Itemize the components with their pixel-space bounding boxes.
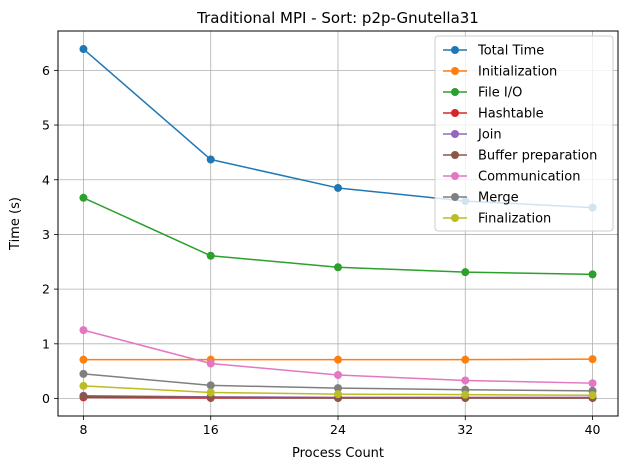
data-point — [79, 381, 88, 390]
data-point — [334, 384, 342, 393]
legend-item: Join — [443, 128, 502, 143]
x-tick-label: 8 — [79, 422, 87, 437]
legend-marker — [451, 214, 459, 222]
data-point — [334, 183, 342, 192]
legend: Total Time Initialization File I/O Hashtabl… — [434, 35, 614, 232]
legend-item: Total Time — [443, 44, 544, 59]
legend-box — [434, 35, 614, 232]
x-tick-label: 16 — [203, 422, 219, 437]
data-point — [334, 390, 342, 399]
data-point — [461, 376, 470, 385]
legend-marker — [451, 193, 459, 201]
y-tick-label: 1 — [42, 336, 50, 351]
data-point — [79, 326, 88, 335]
series-finalization — [79, 381, 597, 400]
legend-label: Buffer preparation — [478, 149, 597, 164]
data-point — [206, 388, 215, 397]
legend-marker — [451, 46, 459, 54]
data-point — [206, 155, 215, 164]
data-point — [79, 45, 88, 54]
legend-label: Initialization — [478, 65, 557, 80]
y-tick-label: 2 — [42, 282, 50, 297]
legend-label: Finalization — [478, 212, 551, 227]
legend-item: Communication — [443, 170, 580, 185]
legend-label: Hashtable — [478, 107, 544, 122]
series-communication — [79, 326, 597, 388]
x-tick-label: 32 — [457, 422, 473, 437]
legend-label: Communication — [478, 170, 580, 185]
legend-label: Merge — [478, 191, 519, 206]
legend-marker — [451, 130, 459, 138]
data-point — [588, 391, 597, 400]
data-point — [79, 355, 88, 364]
legend-marker — [451, 67, 459, 75]
series-initialization — [79, 355, 597, 364]
data-point — [588, 270, 597, 279]
y-tick-label: 5 — [42, 118, 50, 133]
legend-item: Initialization — [443, 65, 557, 80]
legend-item: Merge — [443, 191, 519, 206]
y-tick-label: 3 — [42, 227, 50, 242]
data-point — [588, 355, 597, 364]
legend-label: Join — [477, 128, 502, 143]
data-point — [334, 370, 342, 379]
data-point — [334, 263, 342, 272]
y-tick-label: 6 — [42, 63, 50, 78]
legend-item: Hashtable — [443, 107, 544, 122]
legend-marker — [451, 88, 459, 96]
y-tick-label: 0 — [42, 391, 50, 406]
y-tick-label: 4 — [42, 172, 50, 187]
data-point — [206, 251, 215, 260]
legend-item: File I/O — [443, 86, 522, 101]
data-point — [79, 193, 88, 202]
legend-label: File I/O — [478, 86, 522, 101]
legend-item: Buffer preparation — [443, 149, 597, 164]
data-point — [206, 359, 215, 368]
data-point — [461, 268, 470, 277]
data-point — [206, 381, 215, 390]
data-point — [79, 392, 88, 401]
legend-item: Finalization — [443, 212, 551, 227]
legend-label: Total Time — [477, 44, 544, 59]
series-file-i-o — [79, 193, 597, 279]
legend-marker — [451, 172, 459, 180]
data-point — [334, 355, 342, 364]
data-point — [461, 390, 470, 399]
y-axis-label: Time (s) — [8, 197, 23, 251]
x-tick-label: 40 — [585, 422, 601, 437]
data-point — [588, 379, 597, 388]
data-point — [79, 369, 88, 378]
x-axis-label: Process Count — [292, 446, 384, 461]
x-tick-label: 24 — [330, 422, 346, 437]
chart-title: Traditional MPI - Sort: p2p-Gnutella31 — [196, 9, 479, 27]
axis-ticks: 8 16 24 32 40 0 1 2 3 4 5 6 — [42, 63, 600, 437]
data-point — [461, 355, 470, 364]
legend-marker — [451, 151, 459, 159]
legend-marker — [451, 109, 459, 117]
